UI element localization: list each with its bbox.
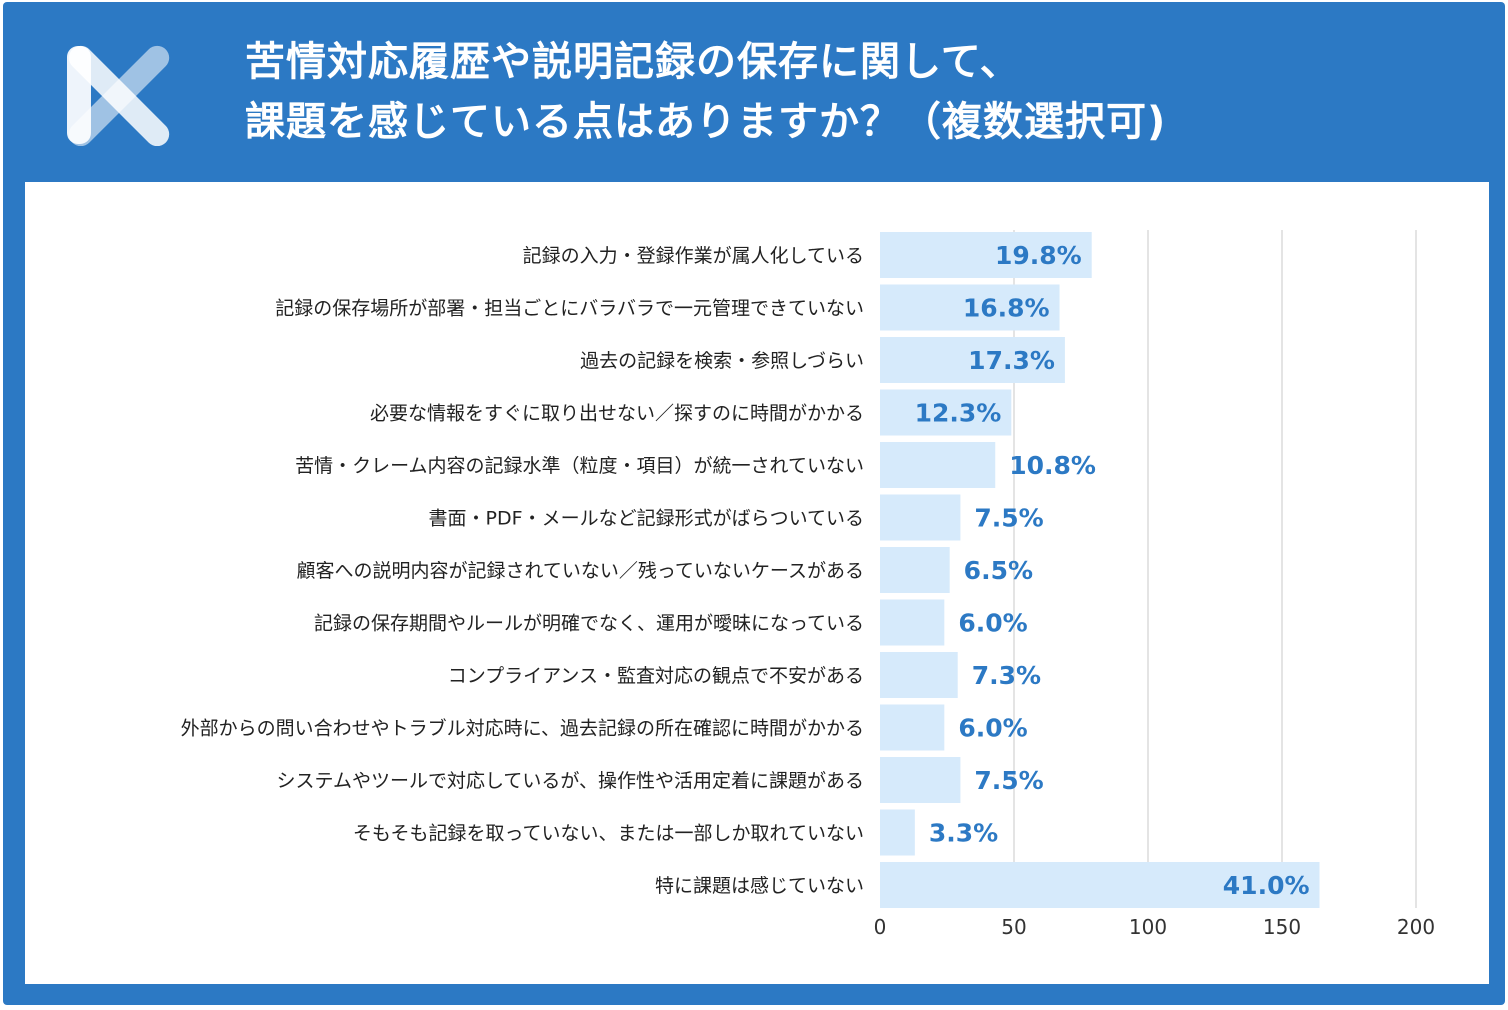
category-label: 必要な情報をすぐに取り出せない／探すのに時間がかかる [370,403,864,425]
x-logo-icon [67,45,170,146]
bar [880,599,945,646]
value-label: 6.0% [958,609,1027,638]
category-label: 特に課題は感じていない [655,875,864,897]
value-label: 41.0% [1223,871,1310,900]
value-label: 7.5% [974,504,1043,533]
bar [880,757,961,803]
category-label: そもそも記録を取っていない、または一部しか取れていない [353,823,864,845]
title-line-2: 課題を感じている点はありますか？（複数選択可) [245,99,1167,145]
bar [880,862,1320,908]
category-label: システムやツールで対応しているが、操作性や活用定着に課題がある [277,770,864,792]
category-label: 書面・PDF・メールなど記録形式がばらついている [429,508,864,530]
bar [880,652,958,698]
x-tick-label: 100 [1129,915,1167,939]
chart-title: 苦情対応履歴や説明記録の保存に関して、 課題を感じている点はありますか？（複数選… [245,32,1465,152]
bar [880,809,915,856]
category-label: コンプライアンス・監査対応の観点で不安がある [448,665,864,687]
x-tick-label: 150 [1263,915,1301,939]
value-label: 17.3% [968,346,1055,375]
bar [880,389,1012,436]
value-label: 6.5% [964,556,1033,585]
category-label: 過去の記録を検索・参照しづらい [580,350,864,372]
value-label: 19.8% [995,241,1082,270]
bar [880,547,950,593]
x-tick-label: 200 [1397,915,1435,939]
value-label: 3.3% [929,819,998,848]
category-label: 顧客への説明内容が記録されていない／残っていないケースがある [296,560,864,582]
value-label: 10.8% [1009,451,1096,480]
x-tick-label: 50 [1001,915,1026,939]
category-label: 記録の保存期間やルールが明確でなく、運用が曖昧になっている [314,613,864,635]
chart-frame: 苦情対応履歴や説明記録の保存に関して、 課題を感じている点はありますか？（複数選… [3,2,1505,1005]
category-label: 外部からの問い合わせやトラブル対応時に、過去記録の所在確認に時間がかかる [181,717,864,740]
bar [880,494,961,541]
category-label: 記録の保存場所が部署・担当ごとにバラバラで一元管理できていない [275,298,864,320]
value-label: 12.3% [915,399,1002,428]
bar [880,704,945,751]
bar [880,337,1065,383]
chart-panel: 0 50 100 150 200 記録の入力・登録作業が属人化している 19.8% 記録の保存… [25,182,1489,984]
bar-chart: 0 50 100 150 200 記録の入力・登録作業が属人化している 19.8% 記録の保存… [181,230,1435,939]
x-tick-label: 0 [874,915,887,939]
bar [880,232,1092,278]
bar [880,284,1060,331]
category-label: 苦情・クレーム内容の記録水準（粒度・項目）が統一されていない [295,455,864,477]
title-line-1: 苦情対応履歴や説明記録の保存に関して、 [245,39,1021,85]
value-label: 7.3% [972,661,1041,690]
value-label: 16.8% [963,294,1050,323]
value-label: 6.0% [958,714,1027,743]
bar [880,442,996,488]
value-label: 7.5% [974,766,1043,795]
category-label: 記録の入力・登録作業が属人化している [523,245,864,267]
